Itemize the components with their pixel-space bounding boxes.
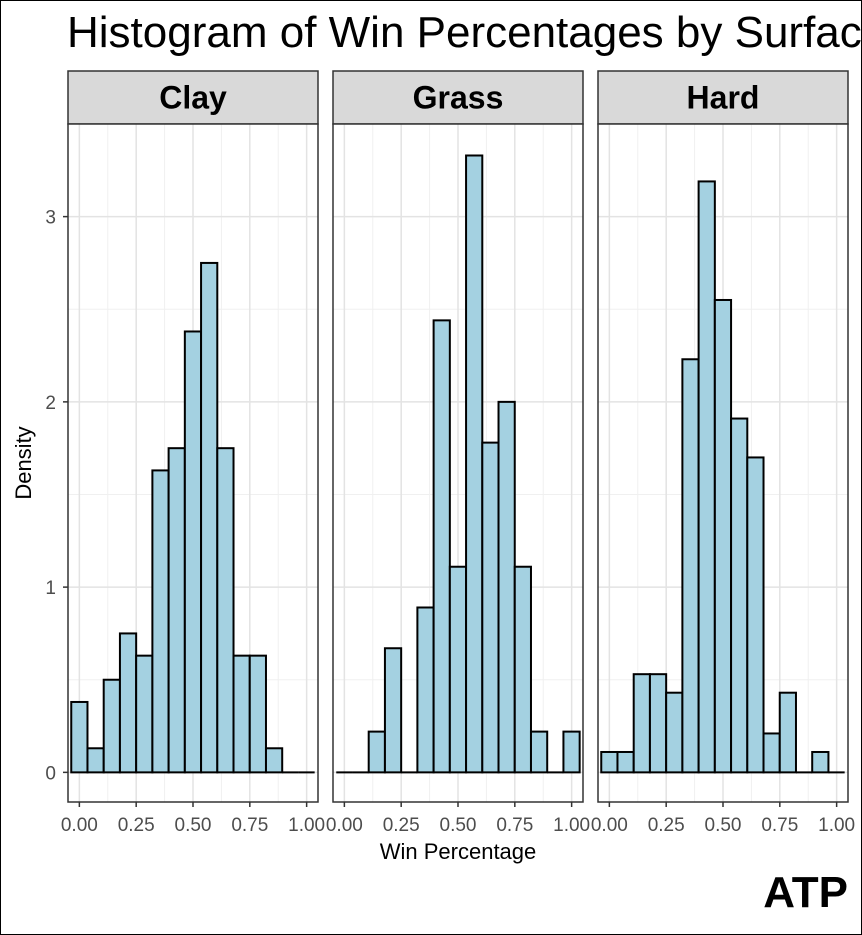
x-tick-label: 0.00 bbox=[61, 815, 98, 836]
histogram-bar bbox=[811, 750, 830, 774]
strip-background bbox=[332, 70, 584, 125]
histogram-bar bbox=[762, 732, 781, 774]
histogram-bar bbox=[529, 730, 549, 774]
histogram-bar bbox=[167, 447, 186, 774]
x-tick-label: 0.25 bbox=[648, 815, 685, 836]
strip-label-clay: Clay bbox=[159, 80, 227, 116]
x-tick-label: 1.00 bbox=[553, 815, 590, 836]
histogram-bar bbox=[465, 154, 484, 774]
histogram-bar bbox=[232, 654, 251, 774]
histogram-bar bbox=[200, 261, 219, 774]
x-tick-label: 0.25 bbox=[118, 815, 155, 836]
strip-background bbox=[597, 70, 849, 125]
histogram-bar bbox=[135, 654, 154, 774]
histogram-bar bbox=[102, 678, 121, 774]
histogram-bar bbox=[448, 565, 468, 774]
x-tick-label: 1.00 bbox=[288, 815, 325, 836]
y-tick-label: 2 bbox=[45, 393, 56, 414]
histogram-bar bbox=[367, 730, 386, 774]
histogram-bar bbox=[248, 654, 267, 774]
histogram-bar bbox=[730, 417, 749, 774]
strip-label-hard: Hard bbox=[687, 80, 760, 116]
x-tick-label: 0.75 bbox=[761, 815, 798, 836]
x-tick-label: 0.50 bbox=[705, 815, 742, 836]
histogram-bar bbox=[746, 456, 765, 774]
histogram-bar bbox=[778, 691, 797, 774]
x-tick-label: 0.00 bbox=[591, 815, 628, 836]
histogram-bar bbox=[616, 750, 635, 774]
histogram-bar bbox=[681, 358, 700, 774]
histogram-bar bbox=[86, 747, 105, 774]
histogram-bar bbox=[383, 647, 403, 774]
histogram-bar bbox=[151, 469, 170, 774]
histogram-bar bbox=[216, 447, 235, 774]
histogram-bar bbox=[713, 298, 733, 774]
y-tick-label: 0 bbox=[45, 763, 56, 784]
x-tick-label: 0.25 bbox=[383, 815, 420, 836]
x-axis-label: Win Percentage bbox=[380, 839, 537, 864]
histogram-bar bbox=[632, 673, 651, 774]
x-tick-label: 0.50 bbox=[175, 815, 212, 836]
chart-title: Histogram of Win Percentages by Surface bbox=[67, 8, 862, 57]
histogram-bar bbox=[183, 330, 203, 774]
y-tick-label: 1 bbox=[45, 578, 56, 599]
x-tick-label: 0.75 bbox=[231, 815, 268, 836]
histogram-bar bbox=[648, 673, 668, 774]
brand-label: ATP bbox=[763, 868, 848, 917]
strip-label-grass: Grass bbox=[413, 80, 504, 116]
x-tick-label: 1.00 bbox=[818, 815, 855, 836]
histogram-bar bbox=[118, 632, 138, 774]
histogram-bar bbox=[497, 400, 516, 774]
histogram-bar bbox=[416, 606, 435, 774]
x-tick-label: 0.00 bbox=[326, 815, 363, 836]
y-axis-label: Density bbox=[11, 426, 36, 499]
histogram-bar bbox=[697, 180, 716, 774]
x-tick-label: 0.50 bbox=[440, 815, 477, 836]
histogram-bar bbox=[432, 319, 451, 774]
histogram-bar bbox=[600, 750, 619, 774]
histogram-bar bbox=[665, 691, 684, 774]
strip-background bbox=[67, 70, 319, 125]
histogram-bar bbox=[513, 565, 532, 774]
x-tick-label: 0.75 bbox=[496, 815, 533, 836]
panel-hard: Hard 0.00 0.25 0.50 0.75 1.00 bbox=[591, 70, 855, 836]
y-tick-label: 3 bbox=[45, 208, 56, 229]
panel-clay: Clay 0.00 0.25 0.50 0.75 1.00 bbox=[61, 70, 325, 836]
histogram-bar bbox=[481, 441, 500, 774]
panel-grass: Grass 0.00 0.25 0.50 0.75 1.00 bbox=[326, 70, 590, 836]
histogram-bar bbox=[562, 730, 581, 774]
histogram-bar bbox=[264, 747, 284, 774]
histogram-bar bbox=[70, 700, 89, 774]
